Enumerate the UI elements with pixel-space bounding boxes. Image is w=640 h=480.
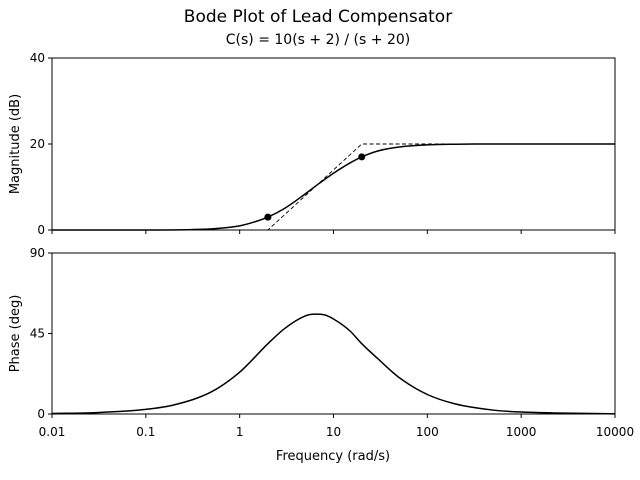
phase-series-line-0 bbox=[51, 313, 616, 415]
phase-y-tick-label-1: 45 bbox=[30, 327, 45, 341]
magnitude-series-line-1-asymptote bbox=[52, 143, 615, 231]
magnitude-marker-1 bbox=[358, 153, 366, 161]
magnitude-y-tick-label-1: 20 bbox=[30, 137, 45, 151]
phase-panel: 0 45 90 Phase (deg) bbox=[8, 246, 616, 421]
phase-plot-frame bbox=[51, 252, 616, 415]
magnitude-series-line-0 bbox=[51, 143, 615, 231]
magnitude-marker-0 bbox=[264, 213, 272, 221]
magnitude-panel: 0 20 40 Magnitude (dB) bbox=[8, 51, 616, 237]
x-tick-label-1: 0.1 bbox=[136, 425, 155, 439]
x-tick-labels: 0.01 0.1 1 10 100 1000 10000 bbox=[39, 425, 634, 439]
phase-y-tick-label-0: 0 bbox=[37, 407, 45, 421]
chart-title: Bode Plot of Lead Compensator bbox=[184, 7, 452, 27]
magnitude-y-tick-label-2: 40 bbox=[30, 51, 45, 65]
magnitude-y-axis-label: Magnitude (dB) bbox=[8, 94, 23, 194]
x-axis-label: Frequency (rad/s) bbox=[276, 449, 390, 464]
x-tick-label-3: 10 bbox=[326, 425, 341, 439]
magnitude-y-tick-label-0: 0 bbox=[37, 223, 45, 237]
x-tick-label-5: 1000 bbox=[506, 425, 537, 439]
chart-subtitle: C(s) = 10(s + 2) / (s + 20) bbox=[226, 32, 410, 48]
x-tick-label-0: 0.01 bbox=[39, 425, 66, 439]
x-tick-label-2: 1 bbox=[236, 425, 244, 439]
phase-y-tick-label-2: 90 bbox=[30, 246, 45, 260]
x-tick-label-6: 10000 bbox=[596, 425, 634, 439]
x-tick-label-4: 100 bbox=[416, 425, 439, 439]
phase-y-axis-label: Phase (deg) bbox=[8, 295, 23, 373]
